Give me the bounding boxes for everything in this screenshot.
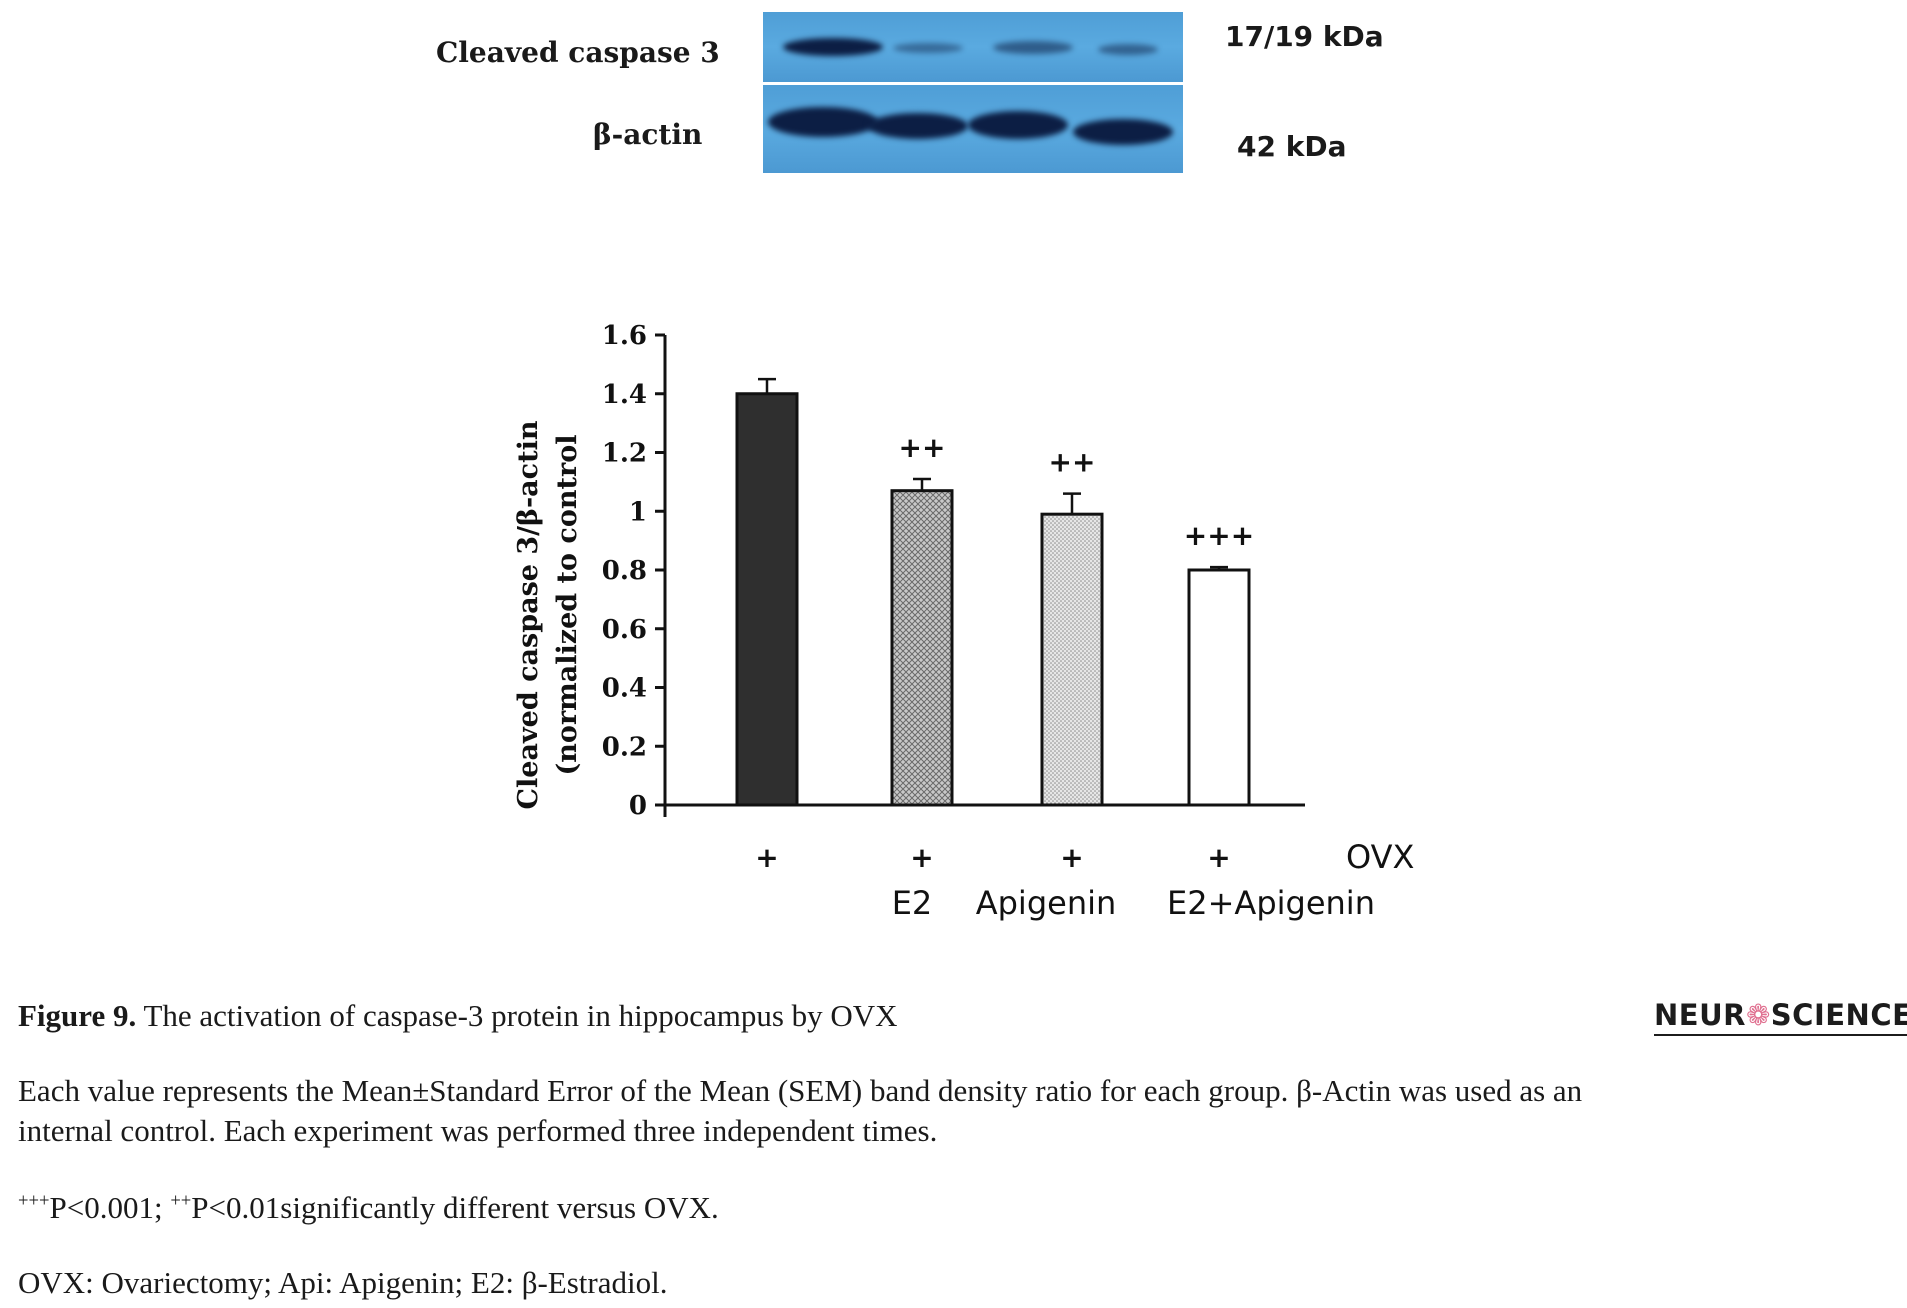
ovx-plus-3: +	[1060, 841, 1083, 874]
ovx-plus-2: +	[910, 841, 933, 874]
blot-panel-caspase	[763, 12, 1183, 82]
figure-title: The activation of caspase-3 protein in h…	[136, 998, 898, 1033]
ovx-plus-1: +	[755, 841, 778, 874]
band-actin-4	[1073, 119, 1173, 145]
sig-text-1: P<0.001;	[49, 1190, 171, 1225]
journal-logo: NEUR❁SCIENCE	[1654, 998, 1907, 1036]
band-actin-3	[968, 111, 1068, 139]
ovx-row-label: OVX	[1346, 838, 1414, 876]
caption-line1: Each value represents the Mean±Standard …	[18, 1073, 1583, 1108]
band-caspase-1	[783, 38, 883, 56]
figure-caption-title: Figure 9. The activation of caspase-3 pr…	[18, 996, 898, 1036]
y-tick-label: 1	[629, 497, 647, 527]
band-caspase-3	[993, 41, 1073, 54]
blot-kda-actin: 42 kDa	[1237, 130, 1347, 163]
band-caspase-2	[893, 43, 963, 53]
sig-text-2: P<0.01significantly different versus OVX…	[191, 1190, 719, 1225]
blot-label-caspase: Cleaved caspase 3	[436, 36, 720, 69]
logo-left: NEUR	[1654, 998, 1746, 1032]
ovx-plus-4: +	[1207, 841, 1230, 874]
caption-significance: +++P<0.001; ++P<0.01significantly differ…	[18, 1188, 719, 1228]
y-tick-label: 1.4	[602, 380, 647, 410]
band-caspase-4	[1098, 44, 1158, 55]
bar-3	[1040, 512, 1104, 807]
y-tick-label: 0.4	[602, 674, 647, 704]
treatment-label-2: E2	[892, 884, 933, 922]
y-tick-label: 1.2	[602, 439, 647, 469]
significance-label-3: ++	[1049, 446, 1096, 479]
sig-marker-1: +++	[18, 1190, 50, 1212]
treatment-label-4: E2+Apigenin	[1167, 884, 1375, 922]
bar-4	[1187, 568, 1251, 807]
logo-mark-icon: ❁	[1745, 998, 1771, 1032]
caption-abbreviations: OVX: Ovariectomy; Api: Apigenin; E2: β-E…	[18, 1265, 668, 1300]
significance-label-2: ++	[899, 431, 946, 464]
y-tick-label: 0.6	[602, 615, 647, 645]
y-tick-label: 0	[629, 791, 647, 821]
band-actin-2	[868, 113, 968, 139]
y-tick-label: 0.8	[602, 556, 647, 586]
caption-line2: internal control. Each experiment was pe…	[18, 1113, 938, 1148]
blot-kda-caspase: 17/19 kDa	[1225, 20, 1384, 53]
treatment-label-3: Apigenin	[976, 884, 1117, 922]
y-tick-label: 1.6	[602, 321, 647, 351]
logo-right: SCIENCE	[1770, 998, 1907, 1032]
blot-label-actin: β-actin	[593, 118, 703, 151]
y-tick-label: 0.2	[602, 732, 647, 762]
y-axis-title-line2: (normalized to control	[552, 435, 583, 776]
blot-panel-actin	[763, 85, 1183, 173]
bar-1	[735, 392, 799, 807]
figure-label: Figure 9.	[18, 998, 137, 1033]
significance-label-4: +++	[1184, 519, 1254, 552]
band-actin-1	[768, 107, 878, 137]
y-axis-title-line1: Cleaved caspase 3/β-actin	[513, 420, 544, 809]
sig-marker-2: ++	[170, 1190, 192, 1212]
bar-2	[890, 489, 954, 807]
